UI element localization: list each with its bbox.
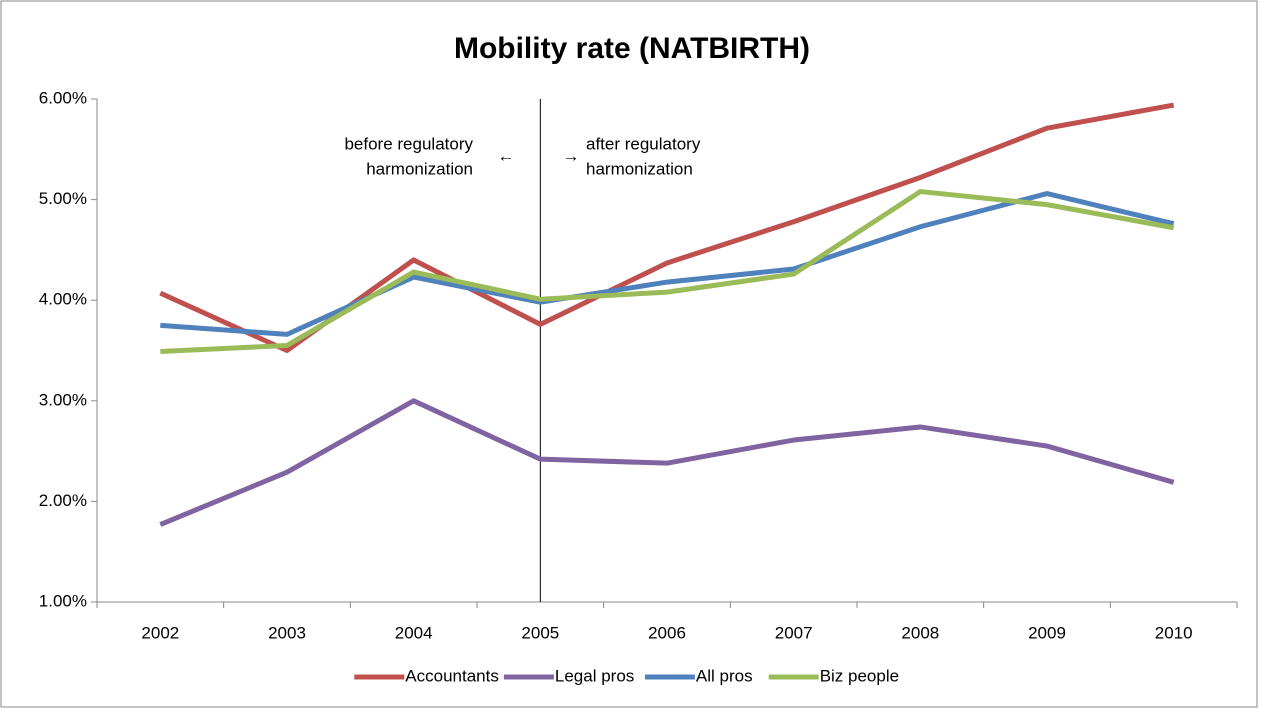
annotation-arrow: → (563, 146, 580, 165)
legend-label: Legal pros (555, 666, 634, 685)
x-tick-label: 2010 (1155, 623, 1193, 642)
annotation: after regulatory (586, 134, 701, 153)
annotation-arrow: ← (498, 146, 515, 165)
x-tick-label: 2003 (268, 623, 306, 642)
legend-label: All pros (696, 666, 753, 685)
x-tick-label: 2004 (395, 623, 433, 642)
y-tick-label: 2.00% (39, 491, 87, 510)
x-tick-label: 2005 (521, 623, 559, 642)
y-tick-label: 4.00% (39, 290, 87, 309)
y-tick-label: 3.00% (39, 390, 87, 409)
y-tick-label: 1.00% (39, 591, 87, 610)
x-tick-label: 2002 (141, 623, 179, 642)
y-tick-label: 6.00% (39, 88, 87, 107)
annotation: harmonization (366, 159, 473, 178)
annotation: harmonization (586, 159, 693, 178)
chart-title: Mobility rate (NATBIRTH) (454, 32, 810, 65)
legend-label: Accountants (405, 666, 499, 685)
series-line (159, 398, 1175, 527)
annotation: before regulatory (344, 134, 473, 153)
x-tick-label: 2008 (901, 623, 939, 642)
y-tick-label: 5.00% (39, 189, 87, 208)
x-tick-label: 2007 (775, 623, 813, 642)
series-line (160, 191, 1175, 337)
legend-label: Biz people (820, 666, 899, 685)
x-tick-label: 2009 (1028, 623, 1066, 642)
x-tick-label: 2006 (648, 623, 686, 642)
series-line (160, 189, 1175, 355)
